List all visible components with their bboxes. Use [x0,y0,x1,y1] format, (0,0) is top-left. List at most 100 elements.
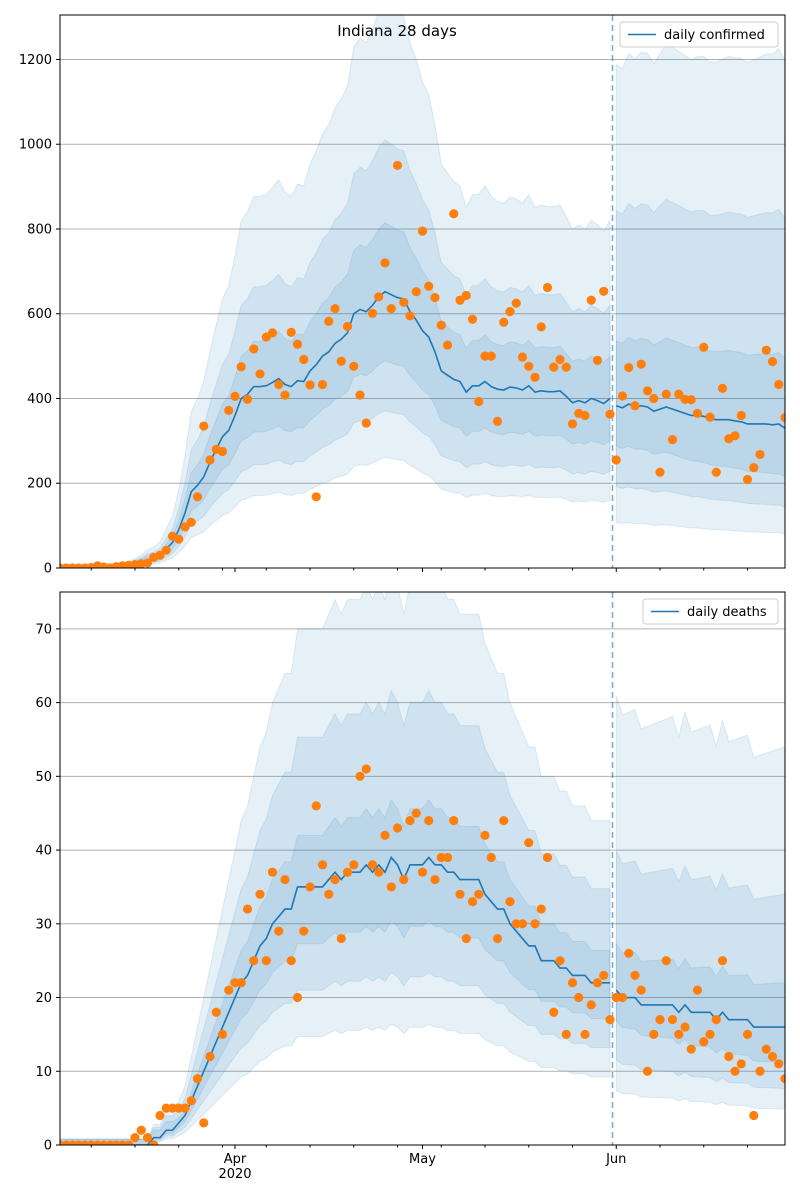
observed-point [780,1074,785,1084]
observed-point [536,904,546,914]
uncertainty-band [615,336,785,478]
observed-point [617,391,628,401]
observed-point [386,882,396,892]
observed-point [692,985,703,995]
observed-point [636,985,646,995]
observed-point [155,1110,165,1121]
observed-point [461,933,471,944]
observed-point [505,897,515,907]
observed-point [499,815,509,826]
observed-point [667,1015,678,1025]
y-tick-label: 50 [35,770,52,785]
observed-point [655,1015,665,1025]
observed-point [374,292,384,302]
observed-point [417,226,428,236]
observed-point [486,351,496,361]
observed-point [761,345,771,355]
observed-point [242,904,253,914]
observed-point [749,1110,759,1121]
observed-point [636,359,646,369]
observed-point [611,455,621,465]
observed-point [405,311,415,321]
y-tick-label: 1000 [19,138,52,153]
observed-point [361,764,371,774]
observed-point [461,290,471,301]
observed-point [280,390,290,400]
observed-point [605,1015,615,1025]
observed-point [305,882,315,892]
observed-point [524,361,534,371]
observed-point [699,1037,709,1047]
observed-point [742,474,753,485]
observed-point [411,808,421,818]
legend-box [642,598,779,625]
observed-point [305,380,315,390]
observed-point [742,1029,753,1039]
observed-point [767,357,778,367]
median-line [60,855,610,1145]
observed-point [674,389,684,399]
observed-point [580,410,590,421]
x-tick-label: May [409,1152,436,1167]
plot-area [60,592,785,1145]
observed-point [155,550,165,560]
observed-point [192,492,203,502]
observed-point [774,1059,784,1069]
observed-point [555,354,565,365]
observed-point [530,919,540,929]
observed-point [136,1125,146,1135]
uncertainty-band [60,15,611,568]
observed-point [142,558,153,568]
observed-point [255,369,265,379]
y-tick-label: 0 [44,562,52,577]
observed-point [242,394,253,404]
observed-point [349,860,359,870]
observed-point [680,1022,690,1032]
observed-point [705,412,715,422]
observed-point [599,970,609,981]
uncertainty-band [615,198,785,508]
observed-point [574,992,584,1003]
observed-point [755,1066,765,1076]
observed-point [655,467,665,477]
observed-point [542,282,553,293]
observed-point [349,361,359,371]
y-tick-label: 60 [35,696,52,711]
observed-point [217,446,228,457]
uncertainty-band [60,222,611,568]
observed-point [342,321,353,332]
observed-point [642,386,653,396]
observed-point [417,867,428,877]
y-tick-label: 70 [35,622,52,637]
observed-point [230,391,240,401]
observed-point [424,281,434,291]
x-tick-sublabel: 2020 [218,1167,251,1182]
observed-point [199,1118,209,1128]
observed-point [649,1029,659,1039]
observed-point [442,340,453,350]
uncertainty-band [60,689,611,1145]
observed-point [299,354,309,365]
observed-point [205,1051,215,1062]
observed-point [717,956,728,966]
observed-point [630,401,640,411]
observed-point [311,492,321,502]
x-tick-label: Apr [224,1152,247,1167]
observed-point [392,823,403,833]
observed-point [617,992,628,1003]
observed-point [355,390,365,400]
observed-point [711,467,721,477]
observed-point [767,1051,778,1062]
observed-point [449,815,459,826]
observed-point [736,410,746,421]
observed-point [455,295,465,305]
observed-point [649,393,659,404]
observed-point [749,462,759,473]
legend-box [619,21,779,48]
observed-point [174,534,184,544]
observed-point [492,416,503,426]
observed-point [711,1015,721,1025]
y-tick-label: 200 [27,477,52,492]
observed-point [474,396,484,407]
